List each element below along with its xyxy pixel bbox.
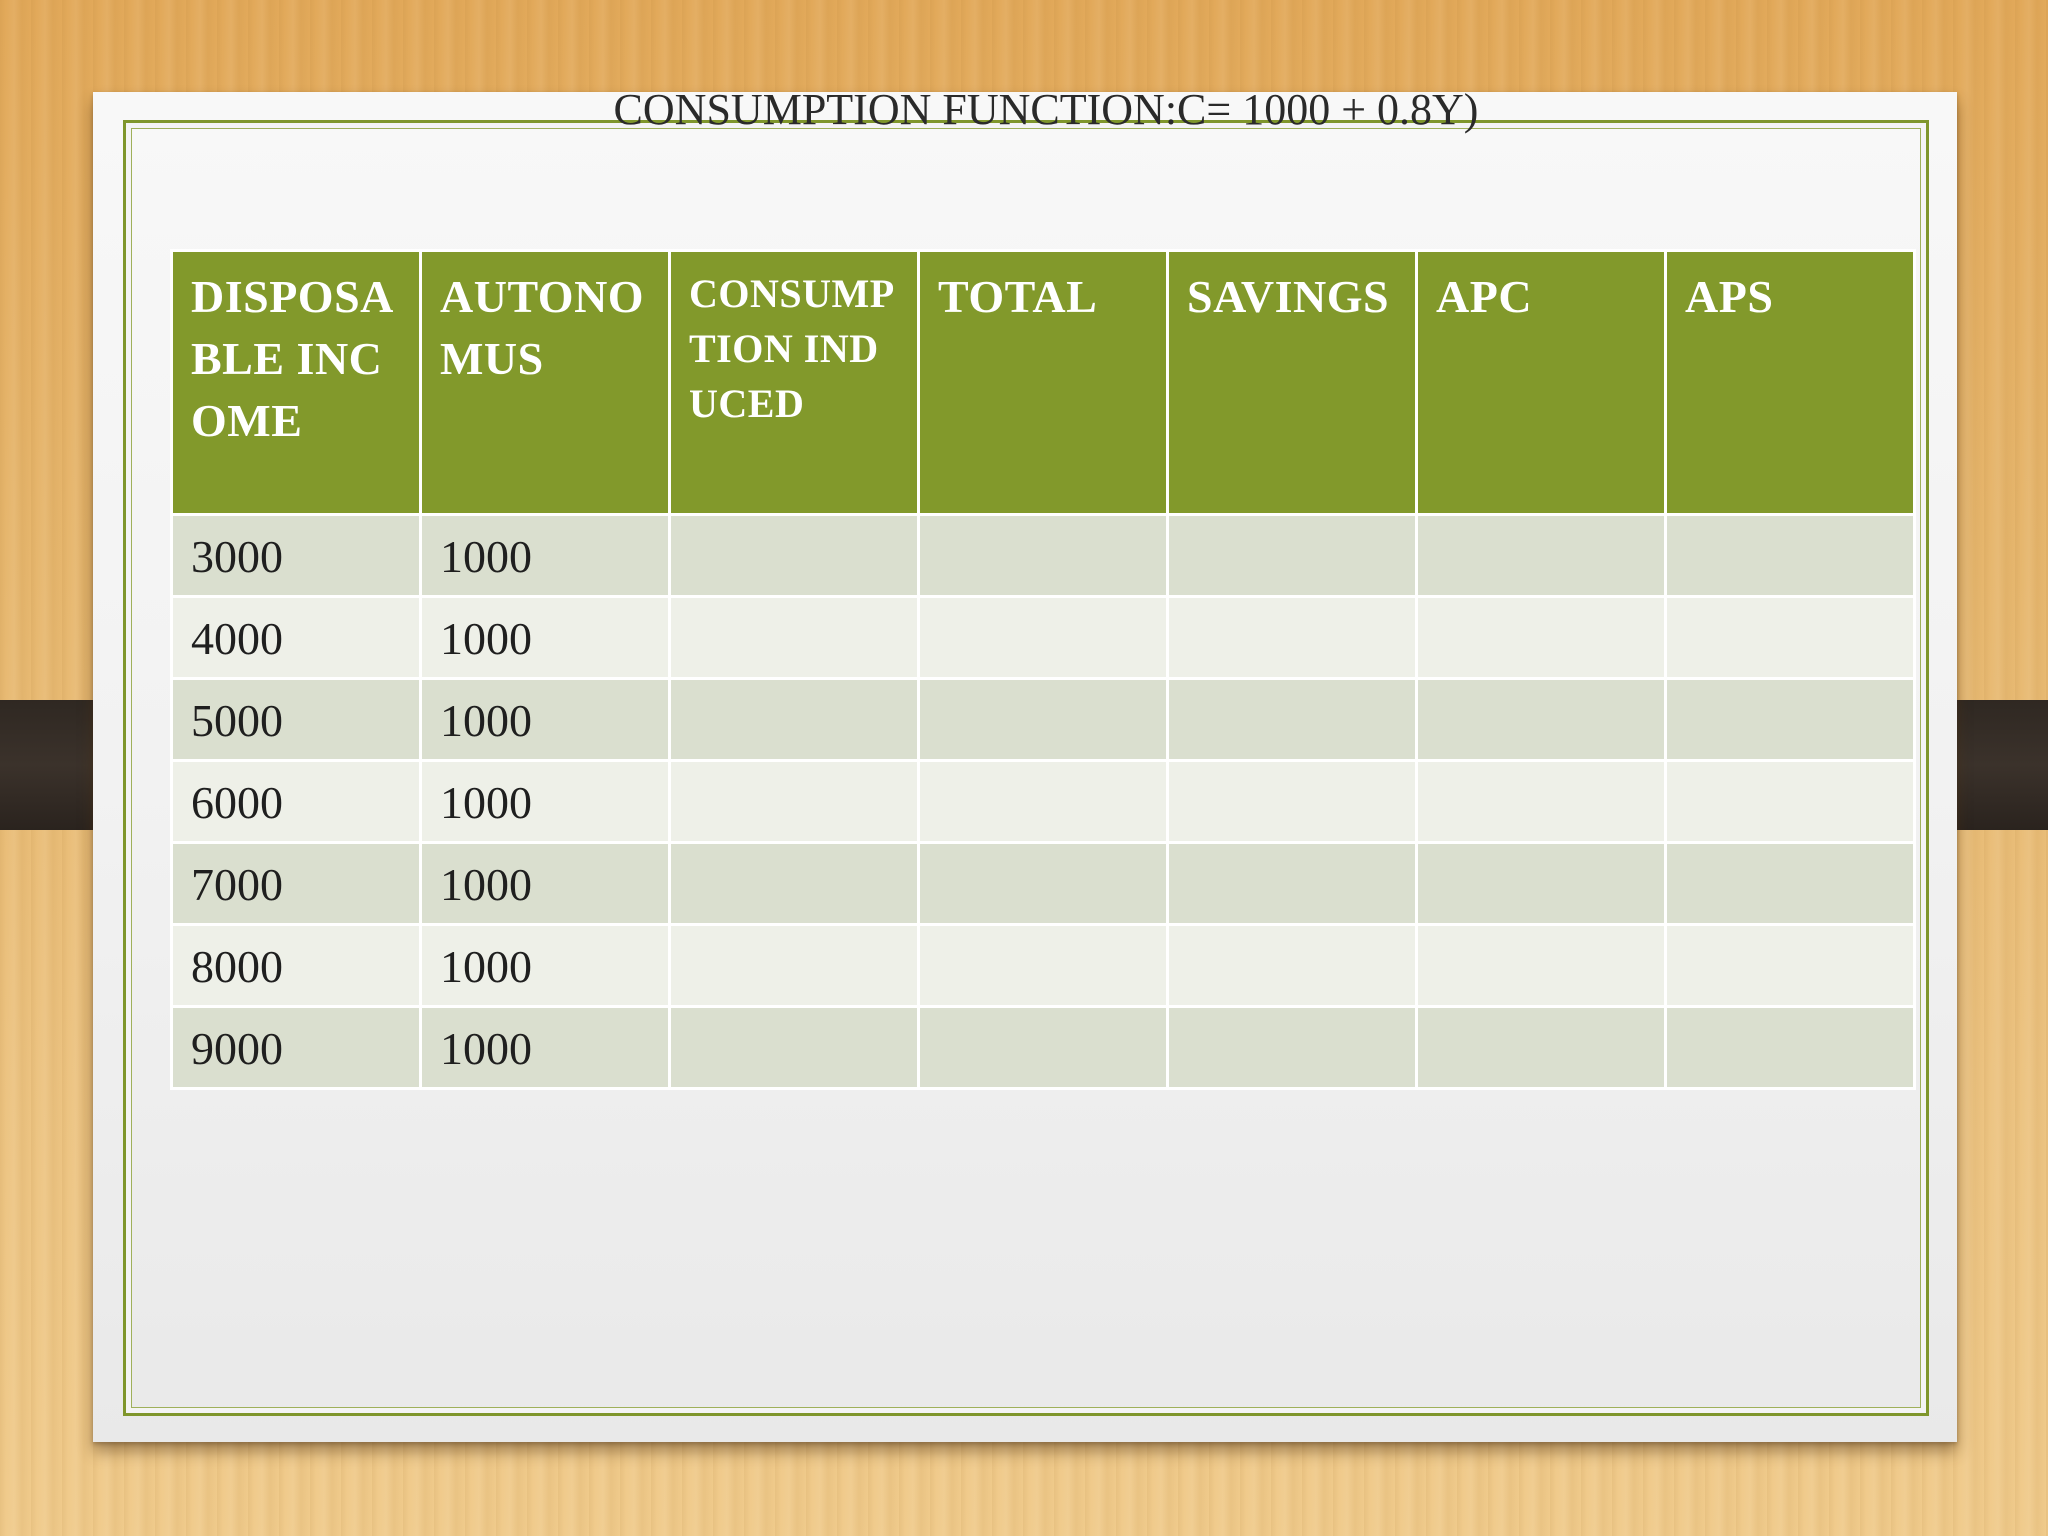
cell-consumption-induced	[668, 841, 920, 926]
cell-savings	[1166, 677, 1418, 762]
consumption-table: DISPOSABLE INCOME AUTONOMUS CONSUMPTION …	[170, 249, 1916, 1090]
cell-total	[917, 513, 1169, 598]
cell-disposable-income: 8000	[170, 923, 422, 1008]
cell-disposable-income: 6000	[170, 759, 422, 844]
table-row: 4000 1000	[170, 595, 1916, 680]
cell-autonomus: 1000	[419, 759, 671, 844]
cell-consumption-induced	[668, 923, 920, 1008]
cell-apc	[1415, 677, 1667, 762]
cell-autonomus: 1000	[419, 1005, 671, 1090]
cell-total	[917, 1005, 1169, 1090]
cell-autonomus: 1000	[419, 595, 671, 680]
cell-disposable-income: 5000	[170, 677, 422, 762]
cell-autonomus: 1000	[419, 923, 671, 1008]
cell-consumption-induced	[668, 759, 920, 844]
cell-autonomus: 1000	[419, 513, 671, 598]
cell-disposable-income: 3000	[170, 513, 422, 598]
cell-aps	[1664, 1005, 1916, 1090]
cell-total	[917, 595, 1169, 680]
cell-savings	[1166, 513, 1418, 598]
cell-total	[917, 841, 1169, 926]
table-row: 3000 1000	[170, 513, 1916, 598]
cell-savings	[1166, 595, 1418, 680]
table-row: 6000 1000	[170, 759, 1916, 844]
table-row: 5000 1000	[170, 677, 1916, 762]
header-autonomus: AUTONOMUS	[419, 249, 671, 516]
table-row: 9000 1000	[170, 1005, 1916, 1090]
cell-consumption-induced	[668, 677, 920, 762]
cell-apc	[1415, 1005, 1667, 1090]
cell-aps	[1664, 595, 1916, 680]
cell-savings	[1166, 1005, 1418, 1090]
cell-aps	[1664, 677, 1916, 762]
cell-disposable-income: 4000	[170, 595, 422, 680]
header-savings: SAVINGS	[1166, 249, 1418, 516]
cell-savings	[1166, 759, 1418, 844]
cell-apc	[1415, 513, 1667, 598]
table-row: 8000 1000	[170, 923, 1916, 1008]
cell-apc	[1415, 759, 1667, 844]
cell-aps	[1664, 841, 1916, 926]
cell-apc	[1415, 841, 1667, 926]
cell-aps	[1664, 923, 1916, 1008]
header-total: TOTAL	[917, 249, 1169, 516]
cell-consumption-induced	[668, 1005, 920, 1090]
table-header-row: DISPOSABLE INCOME AUTONOMUS CONSUMPTION …	[170, 249, 1916, 516]
table-row: 7000 1000	[170, 841, 1916, 926]
cell-savings	[1166, 923, 1418, 1008]
slide-title: CONSUMPTION FUNCTION:C= 1000 + 0.8Y)	[613, 85, 1479, 134]
cell-aps	[1664, 513, 1916, 598]
header-disposable-income: DISPOSABLE INCOME	[170, 249, 422, 516]
cell-total	[917, 677, 1169, 762]
cell-consumption-induced	[668, 513, 920, 598]
header-consumption-induced: CONSUMPTION INDUCED	[668, 249, 920, 516]
cell-autonomus: 1000	[419, 841, 671, 926]
cell-disposable-income: 7000	[170, 841, 422, 926]
cell-apc	[1415, 923, 1667, 1008]
header-aps: APS	[1664, 249, 1916, 516]
cell-total	[917, 759, 1169, 844]
header-apc: APC	[1415, 249, 1667, 516]
slide-frame	[123, 120, 1929, 1416]
cell-savings	[1166, 841, 1418, 926]
cell-disposable-income: 9000	[170, 1005, 422, 1090]
cell-total	[917, 923, 1169, 1008]
cell-autonomus: 1000	[419, 677, 671, 762]
cell-aps	[1664, 759, 1916, 844]
cell-consumption-induced	[668, 595, 920, 680]
cell-apc	[1415, 595, 1667, 680]
